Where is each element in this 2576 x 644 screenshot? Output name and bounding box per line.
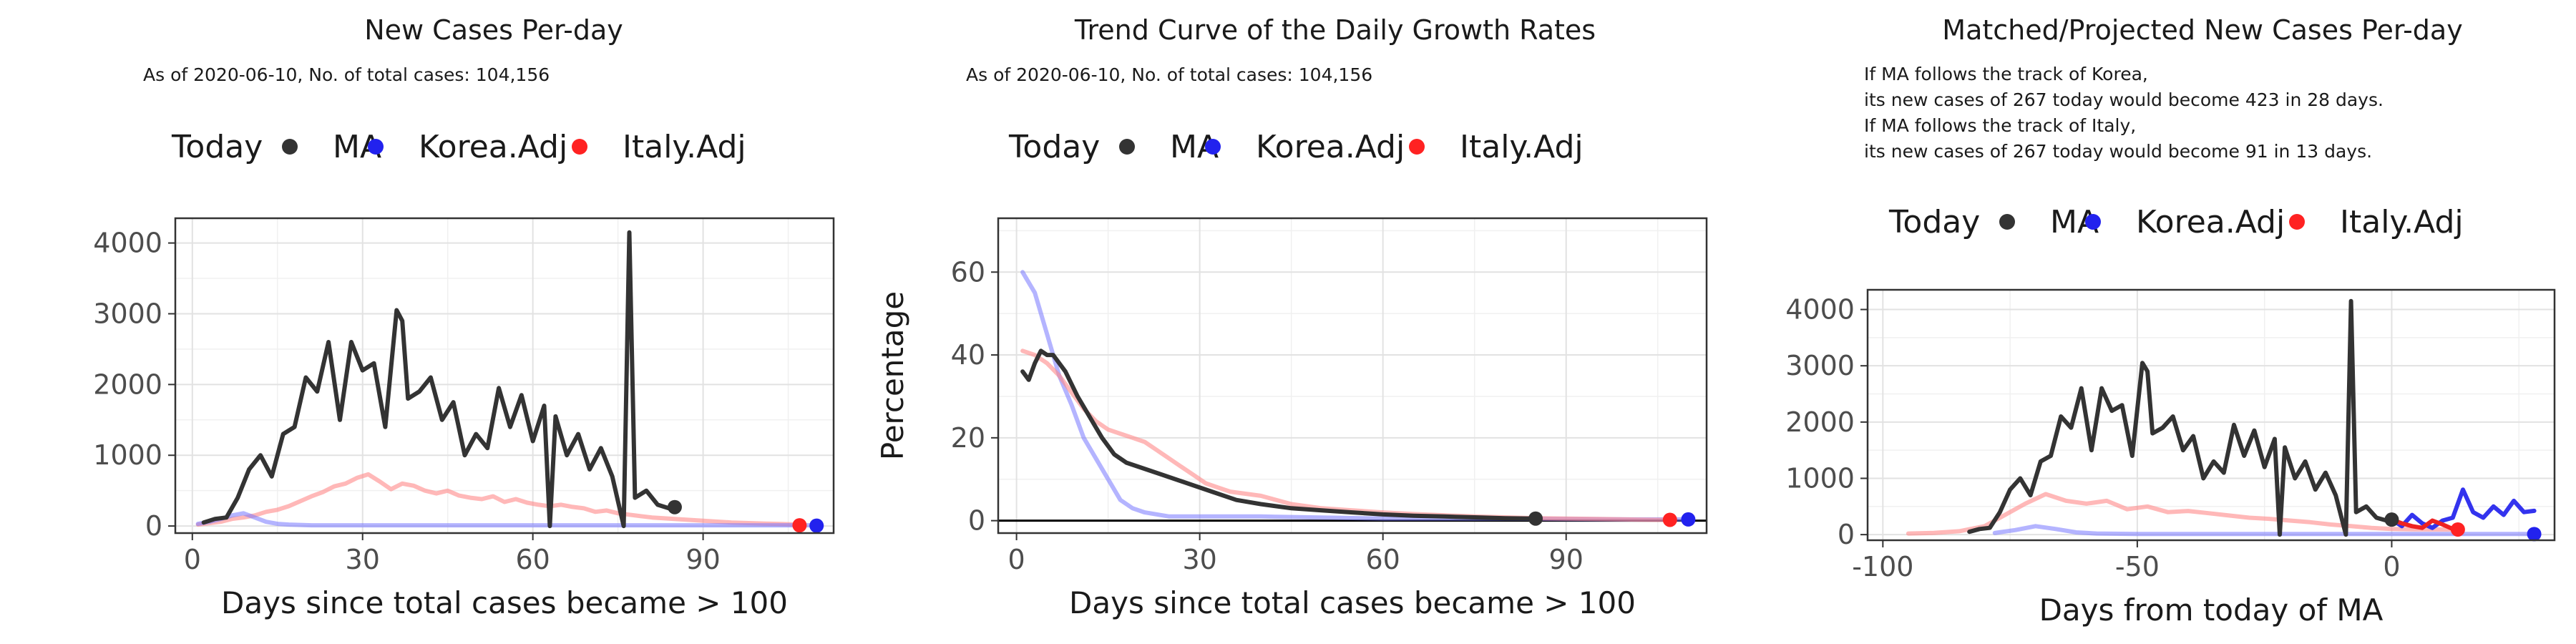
panel-3-annotation-2: its new cases of 267 today would become … bbox=[1864, 89, 2384, 110]
series-line-ma bbox=[1967, 298, 2394, 537]
panel-2-subtitle: As of 2020-06-10, No. of total cases: 10… bbox=[966, 64, 1372, 85]
x-tick-label: -50 bbox=[2115, 551, 2160, 582]
y-tick-label: 20 bbox=[951, 422, 985, 454]
x-tick-label: 30 bbox=[346, 544, 380, 575]
y-tick-label: 0 bbox=[968, 505, 985, 537]
legend-key-ma bbox=[282, 139, 298, 155]
legend-label: Italy.Adj bbox=[1460, 129, 1584, 165]
today-point-ma bbox=[2384, 512, 2399, 527]
y-axis-title: Percentage bbox=[875, 291, 910, 460]
x-axis-title: Days from today of MA bbox=[2039, 592, 2384, 628]
legend-key-korea-adj bbox=[1205, 139, 1221, 155]
series-line-korea-projection bbox=[2389, 487, 2537, 530]
legend-key-italy-adj bbox=[572, 139, 587, 155]
x-tick-label: -100 bbox=[1852, 551, 1913, 582]
legend: Today MA Korea.Adj Italy.Adj bbox=[171, 129, 746, 165]
x-tick-label: 0 bbox=[184, 544, 201, 575]
panel-1-title: New Cases Per-day bbox=[364, 14, 623, 46]
x-tick-label: 90 bbox=[686, 544, 720, 575]
series-line-italy-adj bbox=[195, 472, 802, 527]
legend-title: Today bbox=[171, 129, 263, 165]
legend-label: Korea.Adj bbox=[1256, 129, 1405, 165]
today-point-italy-adj bbox=[792, 518, 807, 533]
panel-3-annotation-3: If MA follows the track of Italy, bbox=[1864, 115, 2136, 136]
y-tick-label: 40 bbox=[951, 339, 985, 371]
y-tick-label: 3000 bbox=[1785, 350, 1855, 381]
x-axis-title: Days since total cases became > 100 bbox=[221, 585, 788, 620]
legend-key-ma bbox=[1119, 139, 1135, 155]
y-tick-label: 4000 bbox=[93, 228, 162, 259]
y-tick-label: 1000 bbox=[93, 439, 162, 471]
panel-3-annotation-4: its new cases of 267 today would become … bbox=[1864, 141, 2372, 162]
x-tick-label: 0 bbox=[2383, 551, 2400, 582]
panel-3-annotation-1: If MA follows the track of Korea, bbox=[1864, 64, 2148, 84]
legend-key-korea-adj bbox=[368, 139, 384, 155]
plot-background bbox=[1868, 290, 2555, 540]
today-point-ma bbox=[667, 499, 682, 514]
series-line-ma bbox=[1020, 348, 1538, 521]
panel-2-title: Trend Curve of the Daily Growth Rates bbox=[1074, 14, 1596, 46]
series-line-korea-adj bbox=[195, 511, 819, 528]
panel-growth-rates: Trend Curve of the Daily Growth Rates As… bbox=[966, 14, 1596, 85]
plot-border bbox=[997, 217, 1708, 535]
legend-label: Italy.Adj bbox=[623, 129, 746, 165]
y-tick-label: 1000 bbox=[1785, 462, 1855, 494]
y-tick-label: 4000 bbox=[1785, 294, 1855, 326]
x-tick-label: 90 bbox=[1549, 544, 1584, 575]
legend-label: Korea.Adj bbox=[2136, 204, 2285, 240]
legend-label: Korea.Adj bbox=[419, 129, 567, 165]
y-tick-label: 2000 bbox=[93, 369, 162, 400]
plot-border bbox=[174, 217, 835, 535]
today-point-korea-adj bbox=[1681, 512, 1696, 527]
legend-title: Today bbox=[1888, 204, 1980, 240]
legend-key-korea-adj bbox=[2085, 214, 2101, 230]
series-line-ma bbox=[201, 230, 671, 529]
plot-background bbox=[998, 218, 1707, 533]
plot-panel-1: 0 30 60 90 0 1000 2000 3000 4000 Days since total… bbox=[93, 129, 835, 620]
y-tick-label: 2000 bbox=[1785, 406, 1855, 438]
today-point-italy-adj bbox=[2450, 522, 2465, 537]
y-tick-label: 60 bbox=[951, 256, 985, 288]
plot-panel-2: 0 30 60 90 0 20 40 60 Days since total cases bec… bbox=[875, 129, 1708, 620]
y-tick-label: 0 bbox=[145, 510, 162, 542]
today-point-ma bbox=[1528, 511, 1543, 526]
plot-panel-3: -100 -50 0 0 1000 2000 3000 4000 Days from today… bbox=[1785, 204, 2556, 628]
plot-background bbox=[175, 218, 834, 533]
today-point-korea-adj bbox=[809, 518, 824, 533]
x-tick-label: 0 bbox=[1008, 544, 1025, 575]
y-tick-label: 3000 bbox=[93, 298, 162, 329]
x-tick-label: 60 bbox=[1365, 544, 1400, 575]
series-line-korea-adj bbox=[1992, 524, 2537, 537]
legend-key-italy-adj bbox=[2289, 214, 2305, 230]
plot-border bbox=[1866, 288, 2556, 542]
series-line-italy-adj bbox=[1906, 492, 2460, 536]
legend-label: Italy.Adj bbox=[2340, 204, 2464, 240]
legend: Today MA Korea.Adj Italy.Adj bbox=[1888, 204, 2464, 240]
series-line-korea-adj bbox=[1020, 270, 1691, 522]
legend-key-italy-adj bbox=[1409, 139, 1425, 155]
panel-new-cases: New Cases Per-day As of 2020-06-10, No. … bbox=[143, 14, 623, 85]
panel-3-title: Matched/Projected New Cases Per-day bbox=[1942, 14, 2462, 46]
today-point-italy-adj bbox=[1662, 512, 1677, 527]
panel-1-subtitle: As of 2020-06-10, No. of total cases: 10… bbox=[143, 64, 550, 85]
y-tick-label: 0 bbox=[1838, 519, 1855, 550]
legend: Today MA Korea.Adj Italy.Adj bbox=[1008, 129, 1584, 165]
panel-projected: Matched/Projected New Cases Per-day If M… bbox=[1864, 14, 2463, 162]
x-tick-label: 60 bbox=[515, 544, 550, 575]
x-tick-label: 30 bbox=[1182, 544, 1216, 575]
today-point-korea-adj bbox=[2527, 527, 2542, 542]
x-axis-title: Days since total cases became > 100 bbox=[1069, 585, 1636, 620]
legend-title: Today bbox=[1008, 129, 1100, 165]
legend-key-ma bbox=[1999, 214, 2015, 230]
